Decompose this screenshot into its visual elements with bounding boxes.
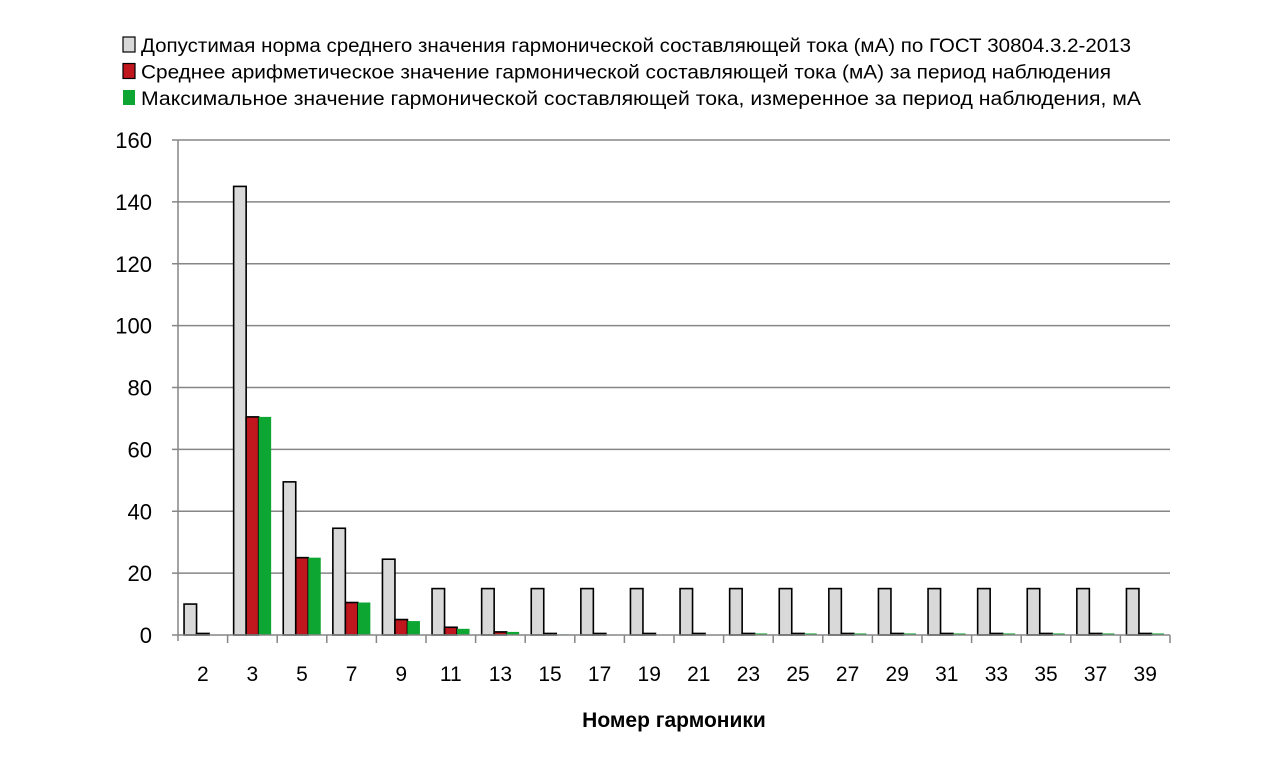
x-tick-label: 29 [886, 663, 909, 686]
bars [184, 186, 1164, 635]
x-tick-label: 27 [836, 663, 859, 686]
bar-series-1-harmonic-27 [829, 589, 842, 635]
y-tick-label: 80 [128, 376, 152, 401]
legend-swatch-1 [123, 37, 135, 52]
bar-series-2-harmonic-3 [246, 417, 259, 635]
y-tick-label: 60 [128, 437, 152, 462]
y-tick-label: 0 [140, 623, 152, 648]
x-tick-label: 21 [687, 663, 710, 686]
bar-series-1-harmonic-21 [680, 589, 693, 635]
x-tick-label: 39 [1134, 663, 1157, 686]
bar-series-3-harmonic-5 [308, 558, 321, 635]
bar-series-3-harmonic-9 [407, 621, 420, 635]
y-tick-label: 120 [115, 252, 152, 277]
y-tick-label: 160 [115, 128, 152, 153]
bar-series-3-harmonic-3 [259, 417, 272, 635]
bar-series-1-harmonic-29 [878, 589, 891, 635]
bar-series-1-harmonic-23 [730, 589, 743, 635]
bar-series-1-harmonic-9 [382, 559, 395, 635]
x-tick-label: 5 [296, 663, 308, 686]
x-tick-label: 23 [737, 663, 760, 686]
bar-series-1-harmonic-17 [581, 589, 594, 635]
bar-series-1-harmonic-5 [283, 482, 296, 635]
legend-label-2: Среднее арифметическое значение гармонич… [141, 63, 1111, 84]
x-tick-label: 19 [638, 663, 661, 686]
y-tick-label: 140 [115, 190, 152, 215]
bar-series-3-harmonic-7 [358, 603, 371, 635]
x-tick-label: 2 [197, 663, 209, 686]
legend-label-3: Максимальное значение гармонической сост… [141, 89, 1141, 110]
x-axis-label: Номер гармоники [582, 709, 766, 732]
x-tick-label: 7 [346, 663, 358, 686]
bar-series-2-harmonic-5 [296, 558, 309, 635]
x-tick-label: 3 [247, 663, 259, 686]
bar-series-1-harmonic-11 [432, 589, 445, 635]
bar-series-1-harmonic-13 [482, 589, 495, 635]
y-tick-label: 20 [128, 561, 152, 586]
bar-series-2-harmonic-9 [395, 620, 408, 635]
y-tick-label: 100 [115, 314, 152, 339]
x-tick-label: 37 [1084, 663, 1107, 686]
bar-series-1-harmonic-3 [234, 186, 247, 635]
x-tick-label: 9 [395, 663, 407, 686]
x-tick-label: 33 [985, 663, 1008, 686]
x-tick-label: 31 [935, 663, 958, 686]
gridlines [178, 140, 1170, 573]
bar-series-1-harmonic-25 [779, 589, 792, 635]
bar-series-1-harmonic-37 [1077, 589, 1090, 635]
legend-swatch-2 [123, 64, 135, 79]
x-tick-label: 15 [538, 663, 561, 686]
bar-series-1-harmonic-2 [184, 604, 197, 635]
bar-series-1-harmonic-7 [333, 528, 346, 635]
bar-series-1-harmonic-19 [630, 589, 643, 635]
bar-series-3-harmonic-11 [457, 629, 470, 635]
y-tick-label: 40 [128, 499, 152, 524]
legend-swatch-3 [123, 90, 135, 105]
x-tick-label: 35 [1034, 663, 1057, 686]
x-tick-label: 25 [786, 663, 809, 686]
x-tick-label: 17 [588, 663, 611, 686]
bar-series-1-harmonic-33 [978, 589, 991, 635]
bar-series-2-harmonic-7 [345, 603, 358, 635]
bar-series-1-harmonic-35 [1027, 589, 1040, 635]
bar-series-1-harmonic-31 [928, 589, 941, 635]
x-tick-label: 13 [489, 663, 512, 686]
bar-series-1-harmonic-15 [531, 589, 544, 635]
x-tick-label: 11 [440, 663, 462, 686]
legend-label-1: Допустимая норма среднего значения гармо… [141, 36, 1131, 57]
bar-series-1-harmonic-39 [1126, 589, 1139, 635]
bar-series-2-harmonic-11 [445, 627, 458, 635]
legend: Допустимая норма среднего значения гармо… [123, 36, 1141, 110]
